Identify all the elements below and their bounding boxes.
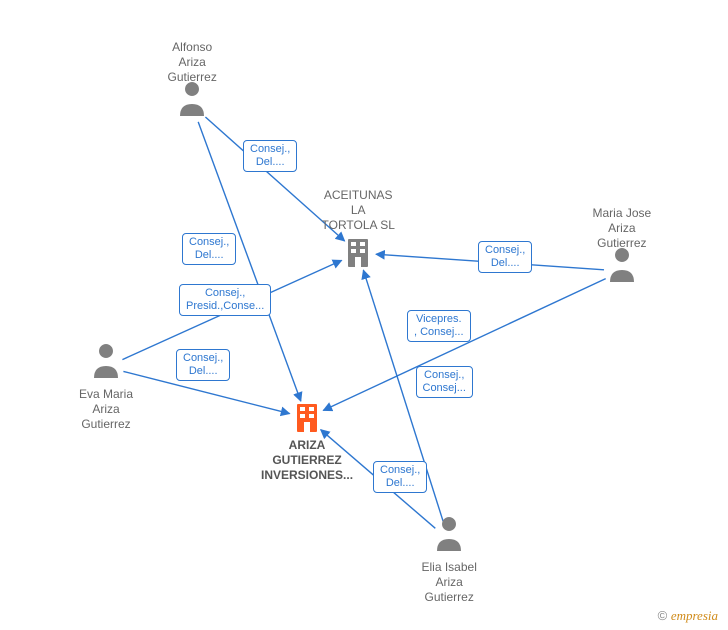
person-icon[interactable] bbox=[437, 517, 461, 551]
edge-label: Consej., Del.... bbox=[243, 140, 297, 172]
edge-label: Consej., Del.... bbox=[373, 461, 427, 493]
person-icon[interactable] bbox=[180, 82, 204, 116]
edge-label: Consej., Del.... bbox=[478, 241, 532, 273]
node-label: ARIZA GUTIERREZ INVERSIONES... bbox=[261, 438, 353, 483]
company-icon[interactable] bbox=[348, 239, 368, 267]
company-icon[interactable] bbox=[297, 404, 317, 432]
edge-label: Consej., Consej... bbox=[416, 366, 473, 398]
edge-label: Consej., Presid.,Conse... bbox=[179, 284, 271, 316]
edge-label: Consej., Del.... bbox=[182, 233, 236, 265]
node-label: Eva Maria Ariza Gutierrez bbox=[79, 387, 133, 432]
copyright-symbol: © bbox=[658, 608, 668, 623]
edge-label: Vicepres. , Consej... bbox=[407, 310, 471, 342]
node-label: Maria Jose Ariza Gutierrez bbox=[593, 206, 652, 251]
brand-name: empresia bbox=[671, 608, 718, 623]
person-icon[interactable] bbox=[610, 248, 634, 282]
node-label: ACEITUNAS LA TORTOLA SL bbox=[322, 188, 395, 233]
edge-label: Consej., Del.... bbox=[176, 349, 230, 381]
node-label: Elia Isabel Ariza Gutierrez bbox=[422, 560, 477, 605]
node-label: Alfonso Ariza Gutierrez bbox=[168, 40, 217, 85]
diagram-canvas bbox=[0, 0, 728, 630]
person-icon[interactable] bbox=[94, 344, 118, 378]
footer-credit: © empresia bbox=[658, 608, 718, 624]
